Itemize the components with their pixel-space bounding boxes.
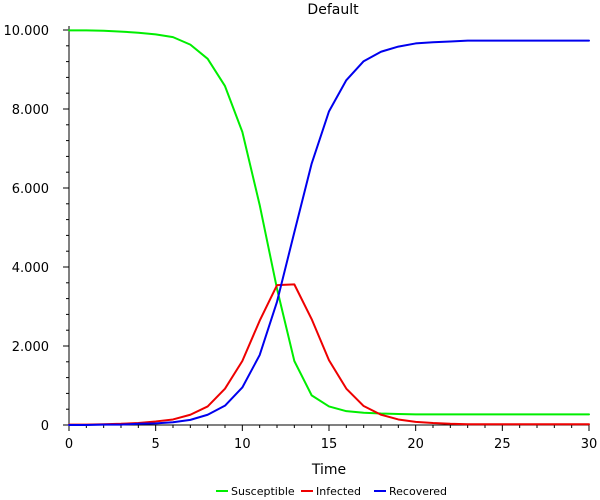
series-line-susceptible [68,29,590,416]
y-tick-label: 8.000 [12,103,49,118]
x-tick-label: 5 [152,437,160,452]
series-line-recovered [68,39,590,426]
legend: Susceptible Infected Recovered [216,485,447,498]
legend-label: Infected [316,485,361,498]
y-tick-label: 6.000 [12,182,49,197]
x-tick-label: 20 [407,437,424,452]
y-tick-label: 2.000 [12,340,49,355]
x-tick-label: 25 [494,437,511,452]
legend-item-susceptible: Susceptible [216,485,295,498]
x-axis: 0 5 10 15 20 25 30 [65,424,598,452]
series-line-infected [68,283,590,426]
legend-label: Recovered [389,485,447,498]
legend-item-recovered: Recovered [374,485,447,498]
y-tick-label: 4.000 [12,261,49,276]
legend-label: Susceptible [231,485,295,498]
x-tick-label: 30 [581,437,598,452]
y-axis: 0 2.000 4.000 6.000 8.000 10.000 [4,24,70,434]
y-tick-label: 10.000 [4,24,50,39]
chart-title: Default [307,2,359,18]
x-tick-label: 15 [321,437,338,452]
y-tick-label: 0 [41,419,49,434]
series-lines [68,29,590,426]
x-tick-label: 10 [234,437,251,452]
x-tick-label: 0 [65,437,73,452]
legend-item-infected: Infected [301,485,361,498]
x-axis-label: Time [311,462,346,478]
